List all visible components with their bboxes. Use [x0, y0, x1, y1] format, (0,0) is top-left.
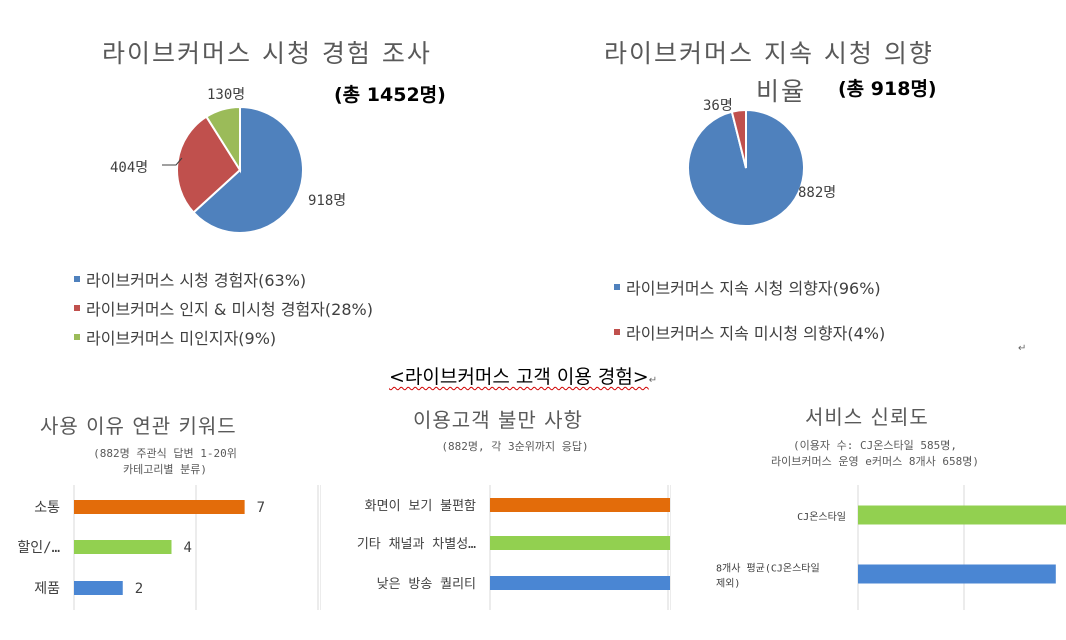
pie1-title: 라이브커머스 시청 경험 조사 [102, 39, 432, 68]
pie1-legend-item: 라이브커머스 미인지자(9%) [74, 322, 373, 351]
paragraph-mark: ↵ [648, 375, 658, 386]
pie1-label-404: 404명 [110, 160, 149, 176]
bar [858, 564, 1056, 584]
pie1-label-130: 130명 [207, 87, 246, 103]
bar2-note-line1: (882명, 각 3순위까지 응답) [441, 440, 589, 453]
pie2-label-882: 882명 [798, 185, 837, 201]
legend-label: 라이브커머스 미인지자(9%) [86, 328, 277, 348]
bar1-note-line1: (882명 주관식 답변 1-20위 [93, 447, 237, 460]
bar [490, 576, 670, 590]
legend-swatch [614, 283, 620, 290]
bar [74, 540, 172, 554]
bar2-title: 이용고객 불만 사항 [413, 408, 583, 432]
legend-label: 라이브커머스 지속 시청 의향자(96%) [626, 278, 881, 298]
bar3-note-line1: (이용자 수: CJ온스타일 585명, [793, 439, 957, 452]
bar [74, 581, 123, 595]
bar3-note-line2: 라이브커머스 운영 e커머스 8개사 658명) [771, 455, 979, 468]
bar-value-label: 4 [184, 540, 192, 556]
pie2-title-line2: 비율 [756, 77, 807, 106]
bar3-note: (이용자 수: CJ온스타일 585명, 라이브커머스 운영 e커머스 8개사 … [740, 437, 1010, 469]
pie1-legend: 라이브커머스 시청 경험자(63%) 라이브커머스 인지 & 미시청 경험자(2… [74, 264, 373, 351]
pie2-label-36: 36명 [703, 98, 733, 114]
category-label: 8개사 평균(CJ온스타일 [716, 563, 820, 575]
pie1-subtitle: (총 1452명) [334, 84, 446, 106]
bar [490, 536, 670, 550]
pie2-chart [687, 108, 805, 227]
pie1-legend-item: 라이브커머스 시청 경험자(63%) [74, 264, 373, 293]
category-label: 제품 [34, 581, 60, 597]
legend-swatch [74, 333, 80, 340]
category-label: 할인/… [17, 540, 60, 556]
pie2-legend: 라이브커머스 지속 시청 의향자(96%) 라이브커머스 지속 미시청 의향자(… [614, 264, 885, 354]
bar-value-label: 7 [257, 500, 265, 516]
bar [74, 500, 245, 514]
bar1-title: 사용 이유 연관 키워드 [40, 414, 237, 438]
legend-swatch [74, 304, 80, 311]
section-heading: <라이브커머스 고객 이용 경험>↵ [389, 362, 657, 389]
pie2-subtitle: (총 918명) [838, 78, 937, 100]
legend-label: 라이브커머스 시청 경험자(63%) [86, 270, 307, 290]
pie1-slice-2 [205, 105, 241, 174]
pie2-slice-1 [730, 108, 747, 169]
bar-value-label: 2 [135, 581, 143, 597]
pie1-leader-line [162, 157, 183, 166]
pie1-label-918: 918명 [308, 193, 347, 209]
bar2-chart: 32%화면이 보기 불편함27%기타 채널과 차별성…26%낮은 방송 퀄리티 [320, 485, 670, 610]
section-heading-text: <라이브커머스 고객 이용 경험> [389, 366, 649, 388]
pie1-chart [162, 105, 304, 234]
pie1-legend-item: 라이브커머스 인지 & 미시청 경험자(28%) [74, 293, 373, 322]
pie1-slice-0 [192, 105, 304, 234]
bar3-title: 서비스 신뢰도 [805, 405, 929, 429]
category-label: 낮은 방송 퀄리티 [377, 577, 476, 592]
bar [858, 505, 1066, 525]
category-label: CJ온스타일 [797, 511, 846, 523]
bar1-note-line2: 카테고리별 분류) [122, 463, 208, 476]
bar [490, 498, 670, 512]
category-label: 소통 [34, 500, 60, 516]
paragraph-mark: ↵ [1018, 343, 1027, 354]
pie2-legend-item: 라이브커머스 지속 미시청 의향자(4%) [614, 309, 885, 354]
category-label: 화면이 보기 불편함 [365, 499, 476, 514]
legend-swatch [74, 275, 80, 282]
category-label: 제외) [716, 578, 740, 590]
pie2-title-line1: 라이브커머스 지속 시청 의향 [604, 39, 934, 68]
legend-label: 라이브커머스 인지 & 미시청 경험자(28%) [86, 299, 373, 319]
legend-label: 라이브커머스 지속 미시청 의향자(4%) [626, 323, 886, 343]
pie2-legend-item: 라이브커머스 지속 시청 의향자(96%) [614, 264, 885, 309]
bar1-chart: 7 소통 4 할인/… 2 제품 [17, 485, 319, 610]
bar2-note: (882명, 각 3순위까지 응답) [370, 438, 660, 454]
pie1-slice-1 [176, 115, 242, 214]
bar1-note: (882명 주관식 답변 1-20위 카테고리별 분류) [40, 445, 290, 477]
legend-swatch [614, 328, 620, 335]
category-label: 기타 채널과 차별성… [357, 537, 476, 552]
